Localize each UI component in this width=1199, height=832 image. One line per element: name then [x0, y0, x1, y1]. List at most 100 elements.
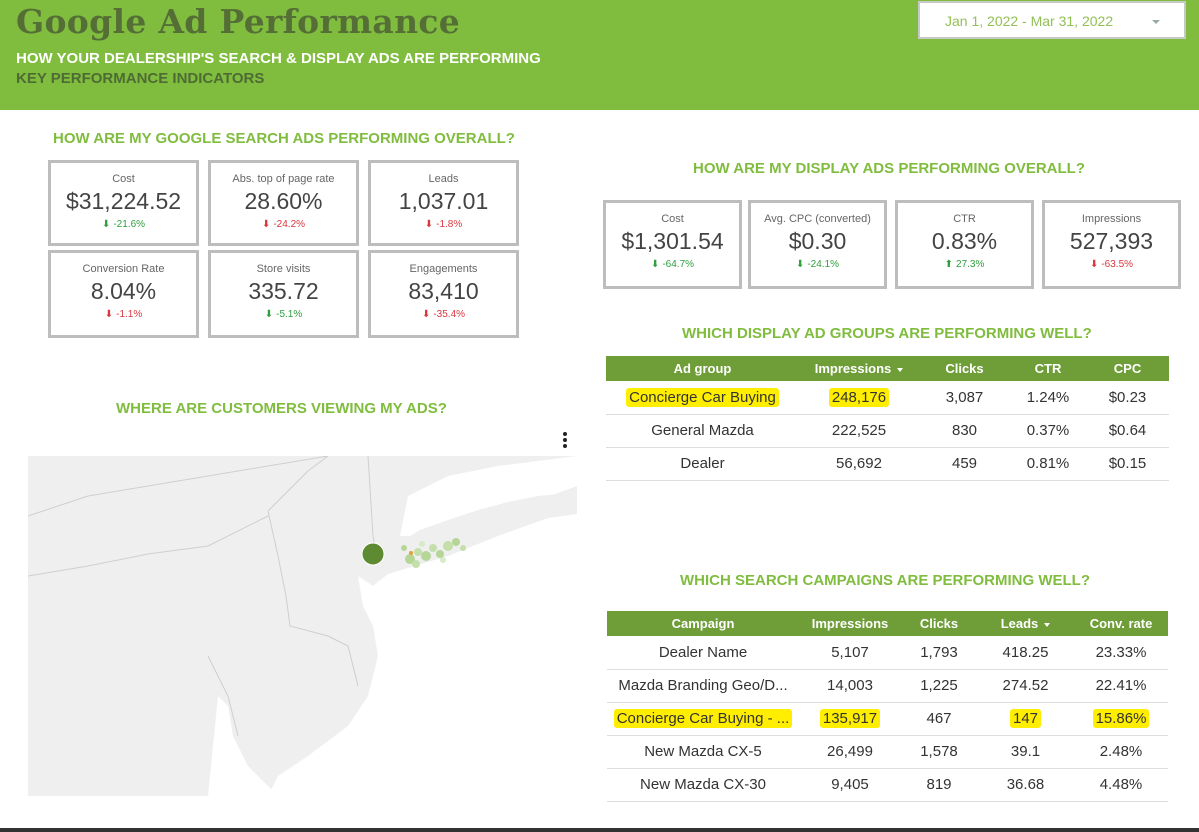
table-row[interactable]: General Mazda 222,525 830 0.37% $0.64 [606, 414, 1169, 448]
table-cell: 39.1 [977, 735, 1074, 769]
table-cell: 830 [919, 414, 1010, 448]
table-cell: 4.48% [1074, 768, 1168, 802]
table-row[interactable]: Mazda Branding Geo/D... 14,003 1,225 274… [607, 669, 1168, 703]
table-header-row: Ad group Impressions Clicks CTR CPC [606, 356, 1169, 381]
kpi-value: $31,224.52 [65, 188, 182, 214]
table-cell: Concierge Car Buying - ... [607, 702, 799, 736]
table-cell: Dealer Name [607, 636, 799, 670]
date-range-text: Jan 1, 2022 - Mar 31, 2022 [945, 13, 1114, 29]
table-cell: 1,225 [901, 669, 977, 703]
kpi-label: Conversion Rate [82, 263, 165, 275]
table-cell: 467 [901, 702, 977, 736]
column-header-cpc[interactable]: CPC [1086, 356, 1169, 381]
table-header-row: Campaign Impressions Clicks Leads Conv. … [607, 611, 1168, 636]
table-cell: 0.81% [1010, 447, 1086, 481]
search-campaigns-table: Campaign Impressions Clicks Leads Conv. … [607, 611, 1168, 802]
column-header-clicks[interactable]: Clicks [901, 611, 977, 636]
table-row[interactable]: New Mazda CX-5 26,499 1,578 39.1 2.48% [607, 735, 1168, 769]
arrow-down-icon: ⬇ [421, 309, 431, 320]
table-cell: 1.24% [1010, 381, 1086, 415]
table-row[interactable]: Concierge Car Buying - ... 135,917 467 1… [607, 702, 1168, 736]
kpi-label: Leads [428, 173, 459, 185]
kpi-card-impressions: Impressions 527,393 ⬇ -63.5% [1042, 200, 1181, 289]
kpi-card-leads: Leads 1,037.01 ⬇ -1.8% [368, 160, 519, 246]
kpi-change: ⬇ -35.4% [421, 309, 466, 320]
table-cell: 0.37% [1010, 414, 1086, 448]
sort-desc-icon [1044, 622, 1051, 627]
table-cell: 274.52 [977, 669, 1074, 703]
table-row[interactable]: Dealer 56,692 459 0.81% $0.15 [606, 447, 1169, 481]
kpi-label: Avg. CPC (converted) [764, 213, 871, 225]
kpi-card-engagements: Engagements 83,410 ⬇ -35.4% [368, 250, 519, 338]
table-cell: 248,176 [799, 381, 919, 415]
column-header-clicks[interactable]: Clicks [919, 356, 1010, 381]
table-cell: $0.23 [1086, 381, 1169, 415]
table-cell: Dealer [606, 447, 799, 481]
kpi-change: ⬇ -5.1% [264, 309, 303, 320]
map-svg [28, 456, 577, 796]
table-cell: Mazda Branding Geo/D... [607, 669, 799, 703]
kpi-card-conversion-rate: Conversion Rate 8.04% ⬇ -1.1% [48, 250, 199, 338]
table-row[interactable]: Concierge Car Buying 248,176 3,087 1.24%… [606, 381, 1169, 415]
bottom-border [0, 828, 1199, 832]
more-options-icon[interactable] [560, 432, 570, 448]
table-cell: 147 [977, 702, 1074, 736]
column-header-ad-group[interactable]: Ad group [606, 356, 799, 381]
kpi-card-store-visits: Store visits 335.72 ⬇ -5.1% [208, 250, 359, 338]
date-range-picker[interactable]: Jan 1, 2022 - Mar 31, 2022 [918, 1, 1186, 39]
display-overall-title: HOW ARE MY DISPLAY ADS PERFORMING OVERAL… [693, 160, 1085, 177]
table-cell: 222,525 [799, 414, 919, 448]
arrow-down-icon: ⬇ [101, 219, 111, 230]
table-cell: 15.86% [1074, 702, 1168, 736]
display-groups-table: Ad group Impressions Clicks CTR CPC Conc… [606, 356, 1169, 481]
table-cell: 22.41% [1074, 669, 1168, 703]
column-header-campaign[interactable]: Campaign [607, 611, 799, 636]
table-cell: 36.68 [977, 768, 1074, 802]
page-title: Google Ad Performance [16, 2, 461, 41]
kpi-label: Store visits [256, 263, 311, 275]
sort-desc-icon [897, 367, 904, 372]
table-cell: General Mazda [606, 414, 799, 448]
arrow-down-icon: ⬇ [1089, 259, 1099, 270]
page-subtitle: HOW YOUR DEALERSHIP'S SEARCH & DISPLAY A… [16, 50, 541, 67]
arrow-down-icon: ⬇ [104, 309, 114, 320]
column-header-impressions[interactable]: Impressions [799, 611, 901, 636]
kpi-card-cost: Cost $31,224.52 ⬇ -21.6% [48, 160, 199, 246]
kpi-card-display-cost: Cost $1,301.54 ⬇ -64.7% [603, 200, 742, 289]
arrow-down-icon: ⬇ [650, 259, 660, 270]
column-header-impressions[interactable]: Impressions [799, 356, 919, 381]
kpi-change: ⬇ -1.1% [104, 309, 143, 320]
table-cell: 2.48% [1074, 735, 1168, 769]
kpi-value: 83,410 [408, 278, 479, 304]
table-cell: 1,578 [901, 735, 977, 769]
kpi-label: Engagements [409, 263, 478, 275]
table-cell: 26,499 [799, 735, 901, 769]
kpi-card-ctr: CTR 0.83% ⬆ 27.3% [895, 200, 1034, 289]
table-cell: 9,405 [799, 768, 901, 802]
table-cell: New Mazda CX-5 [607, 735, 799, 769]
arrow-up-icon: ⬆ [944, 259, 954, 270]
table-row[interactable]: Dealer Name 5,107 1,793 418.25 23.33% [607, 636, 1168, 670]
table-cell: 5,107 [799, 636, 901, 670]
table-cell: 3,087 [919, 381, 1010, 415]
search-overall-title: HOW ARE MY GOOGLE SEARCH ADS PERFORMING … [53, 130, 515, 147]
arrow-down-icon: ⬇ [424, 219, 434, 230]
kpi-change: ⬇ -63.5% [1089, 259, 1134, 270]
kpi-value: 8.04% [90, 278, 157, 304]
column-header-conv-rate[interactable]: Conv. rate [1074, 611, 1168, 636]
kpi-value: 28.60% [244, 188, 323, 214]
table-cell: 418.25 [977, 636, 1074, 670]
column-header-leads[interactable]: Leads [977, 611, 1074, 636]
kpi-card-abs-top-rate: Abs. top of page rate 28.60% ⬇ -24.2% [208, 160, 359, 246]
kpi-value: 1,037.01 [398, 188, 489, 214]
table-cell: $0.64 [1086, 414, 1169, 448]
kpi-card-avg-cpc: Avg. CPC (converted) $0.30 ⬇ -24.1% [748, 200, 887, 289]
kpi-value: 335.72 [248, 278, 319, 304]
table-cell: 459 [919, 447, 1010, 481]
kpi-label: Impressions [1081, 213, 1142, 225]
geo-map[interactable] [28, 456, 577, 796]
display-groups-title: WHICH DISPLAY AD GROUPS ARE PERFORMING W… [682, 325, 1092, 342]
table-row[interactable]: New Mazda CX-30 9,405 819 36.68 4.48% [607, 768, 1168, 802]
column-header-ctr[interactable]: CTR [1010, 356, 1086, 381]
